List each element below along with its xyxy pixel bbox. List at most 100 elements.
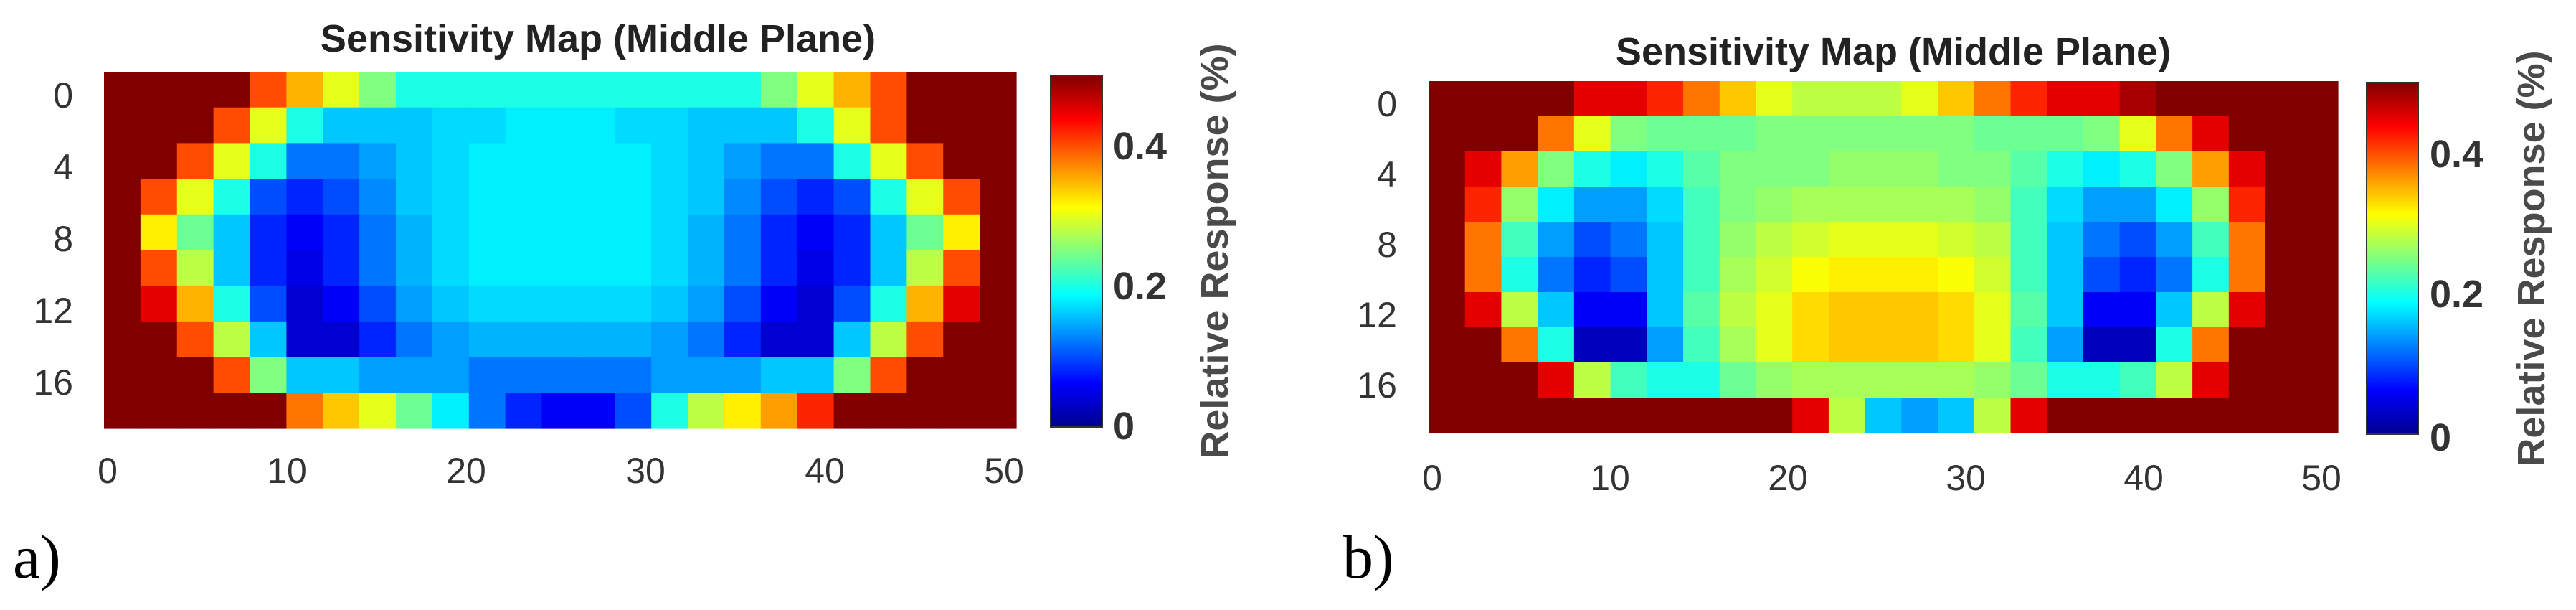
panel-a-cell — [943, 179, 980, 215]
panel-a-cell — [943, 321, 980, 358]
panel-a-cell — [396, 179, 433, 215]
panel-b-xtick-40: 40 — [2123, 458, 2164, 498]
panel-a-cell — [724, 357, 762, 393]
panel-a-cell — [615, 214, 652, 251]
panel-a-ytick-0: 0 — [53, 75, 73, 116]
panel-a-cell — [250, 214, 287, 251]
panel-b-cell — [2265, 187, 2302, 222]
panel-b-cell — [1683, 362, 1720, 398]
panel-a-cell — [176, 107, 214, 144]
panel-a-cell — [980, 250, 1017, 286]
panel-a-cell — [176, 143, 214, 179]
panel-b-cell — [1429, 222, 1466, 258]
panel-b-cell — [1756, 398, 1793, 433]
panel-b-cell — [1573, 116, 1611, 152]
panel-a-cell — [396, 321, 433, 358]
panel-a-xtick-20: 20 — [446, 451, 486, 491]
panel-b-xtick-10: 10 — [1590, 458, 1630, 498]
panel-a-cell — [906, 321, 944, 358]
panel-a-colorbar-tick-0.4: 0.4 — [1113, 125, 1167, 168]
panel-a-cell — [323, 179, 360, 215]
panel-a-cell — [760, 179, 798, 215]
panel-a-cell — [286, 250, 323, 286]
panel-a-cell — [140, 250, 178, 286]
panel-a-cell — [505, 179, 543, 215]
panel-b-cell — [1538, 222, 1575, 258]
panel-a-cell — [870, 250, 907, 286]
panel-a-cell — [359, 321, 397, 358]
panel-a-cell — [468, 143, 506, 179]
panel-b-cell — [2228, 81, 2266, 117]
panel-b-cell — [1683, 116, 1720, 152]
panel-b-cell — [1464, 257, 1502, 293]
panel-a-cell — [870, 179, 907, 215]
panel-a-cell — [906, 143, 944, 179]
panel-a-cell — [578, 393, 615, 429]
panel-a-cell — [541, 72, 579, 108]
panel-b-cell — [2228, 327, 2266, 363]
panel-b-cell — [2301, 292, 2339, 328]
panel-a-cell — [505, 143, 543, 179]
panel-b-cell — [1538, 187, 1575, 222]
panel-b-cell — [1938, 116, 1975, 152]
panel-b-colorbar-tick-0: 0 — [2430, 416, 2451, 459]
panel-b-cell — [1719, 151, 1757, 187]
panel-b-cell — [1429, 327, 1466, 363]
panel-b-cell — [1938, 81, 1975, 117]
panel-b-cell — [1828, 116, 1866, 152]
panel-a-cell — [396, 72, 433, 108]
panel-b-cell — [1610, 81, 1647, 117]
panel-a-cell — [797, 357, 835, 393]
panel-b-cell — [1647, 116, 1684, 152]
panel-b-cell — [1538, 81, 1575, 117]
panel-a-cell — [359, 143, 397, 179]
panel-a-cell — [870, 393, 907, 429]
panel-a-cell — [980, 286, 1017, 322]
panel-a-colorbar — [1050, 75, 1103, 428]
panel-b-xtick-30: 30 — [1946, 458, 1986, 498]
panel-b-cell — [1901, 398, 1938, 433]
panel-a-cell — [760, 321, 798, 358]
panel-b-cell — [1464, 222, 1502, 258]
panel-a-cell — [980, 214, 1017, 251]
panel-a-cell — [505, 357, 543, 393]
panel-a-cell — [870, 72, 907, 108]
panel-b-cell — [1464, 151, 1502, 187]
panel-a-cell — [615, 179, 652, 215]
panel-b-cell — [2083, 362, 2121, 398]
panel-b-cell — [2192, 151, 2230, 187]
panel-b-cell — [1756, 362, 1793, 398]
panel-a-x-axis: 0 10 20 30 40 50 — [98, 451, 1024, 491]
panel-b-cell — [2192, 257, 2230, 293]
panel-b-cell — [1719, 398, 1757, 433]
panel-a-cell — [541, 357, 579, 393]
panel-a-cell — [505, 321, 543, 358]
panel-b-cell — [1865, 398, 1902, 433]
panel-a-cell — [432, 321, 470, 358]
panel-a-cell — [724, 143, 762, 179]
panel-a-cell — [250, 321, 287, 358]
panel-b-cell — [2047, 257, 2084, 293]
panel-a-colorbar-tick-0: 0 — [1113, 405, 1135, 448]
panel-a-cell — [286, 214, 323, 251]
panel-b-cell — [2119, 257, 2156, 293]
panel-b-cell — [2083, 81, 2121, 117]
panel-a-cell — [213, 214, 251, 251]
panel-b-cell — [2010, 116, 2047, 152]
panel-b-cell — [1573, 362, 1611, 398]
panel-b-cell — [2047, 116, 2084, 152]
panel-b-cell — [2119, 292, 2156, 328]
panel-a-cell — [724, 321, 762, 358]
panel-b-cell — [1464, 398, 1502, 433]
panel-b-cell — [1464, 292, 1502, 328]
panel-b-cell — [2010, 257, 2047, 293]
panel-a-ytick-12: 12 — [33, 291, 73, 331]
panel-b-cell — [2156, 116, 2193, 152]
panel-a-cell — [396, 393, 433, 429]
panel-a-cell — [250, 143, 287, 179]
panel-b-cell — [1756, 116, 1793, 152]
panel-b-cell — [1938, 398, 1975, 433]
panel-b-cell — [1901, 327, 1938, 363]
panel-a-cell — [359, 357, 397, 393]
panel-b-title: Sensitivity Map (Middle Plane) — [1616, 30, 2171, 73]
